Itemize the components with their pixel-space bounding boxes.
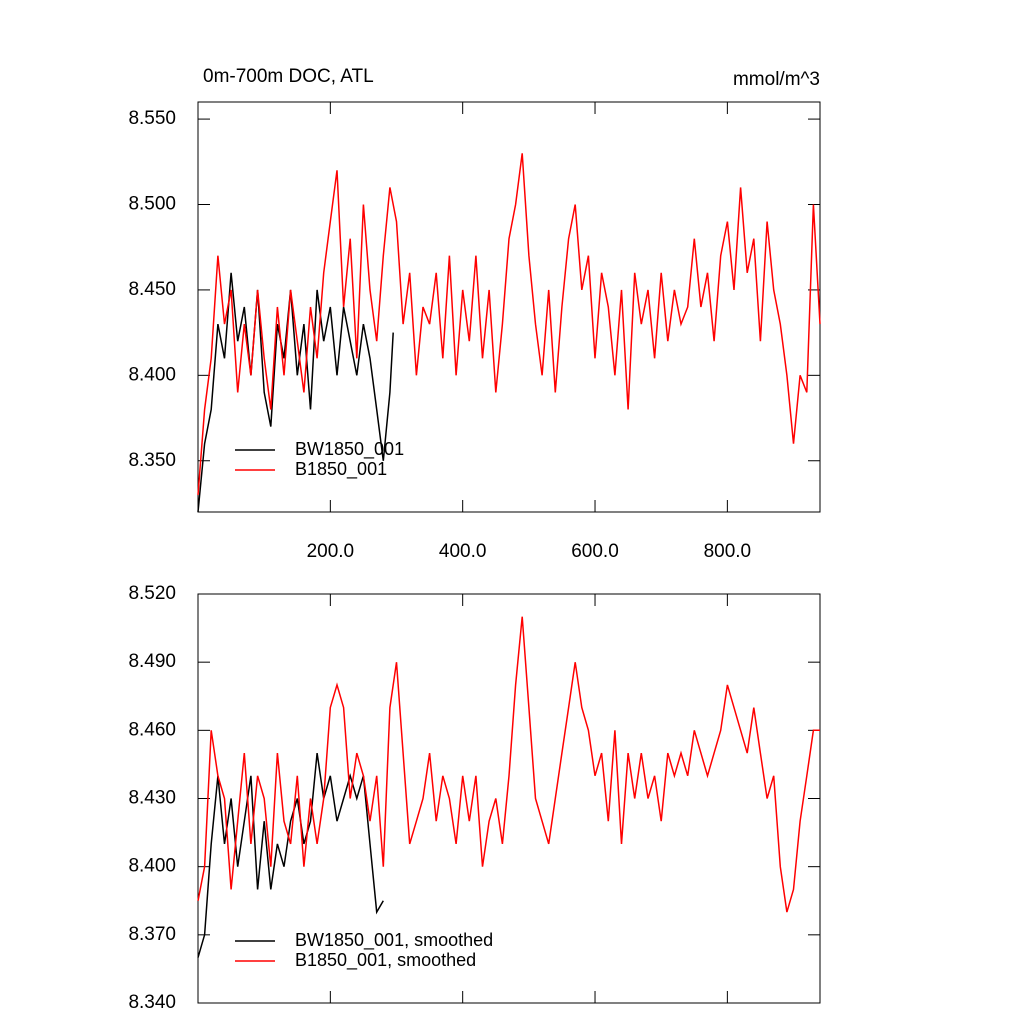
y-tick-label: 8.400 <box>128 856 176 877</box>
y-tick-label: 8.550 <box>128 108 176 129</box>
units-label: mmol/m^3 <box>733 69 820 90</box>
data-line <box>197 616 820 913</box>
y-tick-label: 8.500 <box>128 194 176 215</box>
x-tick-label: 800.0 <box>704 541 752 562</box>
x-tick-label: 400.0 <box>439 541 487 562</box>
legend-label: BW1850_001, smoothed <box>295 930 493 951</box>
y-tick-label: 8.400 <box>128 364 176 385</box>
data-line <box>197 153 821 495</box>
y-tick-label: 8.460 <box>128 719 176 740</box>
legend-label: BW1850_001 <box>295 439 404 460</box>
y-tick-label: 8.340 <box>128 992 176 1013</box>
data-line <box>197 272 394 513</box>
x-tick-label: 600.0 <box>571 541 619 562</box>
plot-frame <box>197 593 821 1004</box>
legend-label: B1850_001, smoothed <box>295 950 476 971</box>
y-tick-label: 8.450 <box>128 279 176 300</box>
y-tick-label: 8.370 <box>128 924 176 945</box>
y-tick-label: 8.490 <box>128 651 176 672</box>
x-tick-label: 200.0 <box>307 541 355 562</box>
legend-label: B1850_001 <box>295 459 387 480</box>
y-tick-label: 8.350 <box>128 450 176 471</box>
y-tick-label: 8.430 <box>128 788 176 809</box>
chart-title: 0m-700m DOC, ATL <box>203 66 374 87</box>
data-line <box>197 752 384 958</box>
plot-frame <box>197 101 821 513</box>
y-tick-label: 8.520 <box>128 583 176 604</box>
